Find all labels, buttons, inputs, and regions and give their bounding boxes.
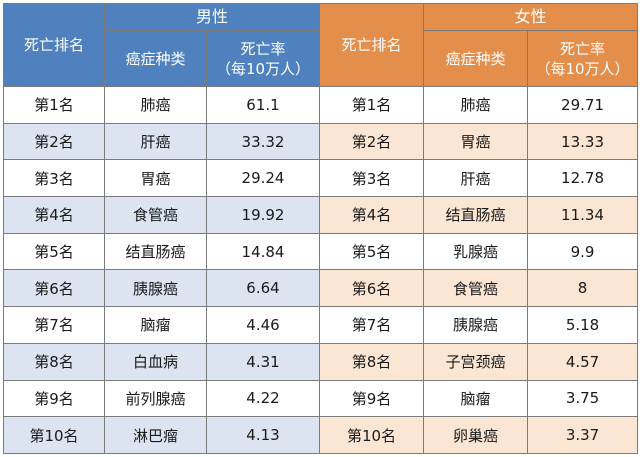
female-group-header: 女性 (423, 3, 639, 31)
female-rate-cell: 29.71 (527, 86, 639, 124)
female-rank-cell: 第8名 (319, 342, 425, 381)
male-rate-cell: 14.84 (205, 232, 321, 271)
male-type-cell: 结直肠癌 (104, 232, 207, 271)
male-rate-cell: 33.32 (205, 122, 321, 161)
male-rank-header: 死亡排名 (3, 3, 105, 87)
female-rate-cell: 5.18 (527, 306, 639, 344)
female-rate-cell: 3.75 (527, 379, 639, 418)
rate-header-line2: （每10万人） (215, 59, 311, 78)
male-rate-cell: 61.1 (205, 86, 321, 124)
male-type-cell: 肺癌 (104, 86, 207, 124)
male-rate-cell: 6.64 (205, 269, 321, 308)
rate-header-line2: （每10万人） (535, 59, 630, 78)
male-rank-cell: 第1名 (3, 86, 105, 124)
male-type-header: 癌症种类 (104, 30, 207, 87)
female-rank-cell: 第7名 (319, 306, 425, 344)
male-rate-header: 死亡率 （每10万人） (205, 30, 321, 87)
male-rank-cell: 第9名 (3, 379, 105, 418)
female-rank-cell: 第4名 (319, 196, 425, 234)
cancer-mortality-table: 死亡排名 男性 死亡排名 女性 癌症种类 死亡率 （每10万人） 癌症种类 死亡… (3, 3, 639, 454)
female-type-cell: 脑瘤 (423, 379, 529, 418)
female-type-cell: 肺癌 (423, 86, 529, 124)
mortality-table-container: 死亡排名 男性 死亡排名 女性 癌症种类 死亡率 （每10万人） 癌症种类 死亡… (3, 3, 639, 454)
female-type-cell: 子宫颈癌 (423, 342, 529, 381)
male-rate-cell: 4.31 (205, 342, 321, 381)
table-row: 第9名 前列腺癌 4.22 第9名 脑瘤 3.75 (3, 379, 639, 418)
female-rank-header: 死亡排名 (319, 3, 425, 87)
table-row: 第3名 胃癌 29.24 第3名 肝癌 12.78 (3, 159, 639, 198)
male-rate-cell: 29.24 (205, 159, 321, 198)
male-type-cell: 胰腺癌 (104, 269, 207, 308)
male-type-cell: 前列腺癌 (104, 379, 207, 418)
rate-header-line1: 死亡率 (560, 39, 606, 58)
female-type-cell: 乳腺癌 (423, 232, 529, 271)
female-rate-cell: 8 (527, 269, 639, 308)
male-type-cell: 脑瘤 (104, 306, 207, 344)
table-row: 第7名 脑瘤 4.46 第7名 胰腺癌 5.18 (3, 306, 639, 344)
female-rate-cell: 13.33 (527, 122, 639, 161)
male-type-cell: 肝癌 (104, 122, 207, 161)
male-rank-cell: 第6名 (3, 269, 105, 308)
table-row: 第8名 白血病 4.31 第8名 子宫颈癌 4.57 (3, 342, 639, 381)
male-rank-cell: 第10名 (3, 416, 105, 454)
male-type-cell: 白血病 (104, 342, 207, 381)
table-row: 第4名 食管癌 19.92 第4名 结直肠癌 11.34 (3, 196, 639, 234)
male-group-header: 男性 (103, 3, 321, 31)
female-rank-cell: 第3名 (319, 159, 425, 198)
male-rank-cell: 第8名 (3, 342, 105, 381)
table-row: 第5名 结直肠癌 14.84 第5名 乳腺癌 9.9 (3, 232, 639, 271)
male-rate-cell: 4.13 (205, 416, 321, 454)
table-row: 第10名 淋巴瘤 4.13 第10名 卵巢癌 3.37 (3, 416, 639, 454)
female-rate-cell: 4.57 (527, 342, 639, 381)
male-rank-cell: 第7名 (3, 306, 105, 344)
female-type-cell: 结直肠癌 (423, 196, 529, 234)
female-type-cell: 胃癌 (423, 122, 529, 161)
female-rate-header: 死亡率 （每10万人） (527, 30, 639, 87)
female-rate-cell: 12.78 (527, 159, 639, 198)
female-rank-cell: 第5名 (319, 232, 425, 271)
female-rank-cell: 第9名 (319, 379, 425, 418)
female-type-cell: 食管癌 (423, 269, 529, 308)
male-rank-cell: 第3名 (3, 159, 105, 198)
female-type-cell: 肝癌 (423, 159, 529, 198)
female-type-cell: 卵巢癌 (423, 416, 529, 454)
female-rate-cell: 9.9 (527, 232, 639, 271)
male-type-cell: 胃癌 (104, 159, 207, 198)
male-rate-cell: 4.22 (205, 379, 321, 418)
female-type-cell: 胰腺癌 (423, 306, 529, 344)
female-rank-cell: 第2名 (319, 122, 425, 161)
male-rank-cell: 第4名 (3, 196, 105, 234)
table-row: 第6名 胰腺癌 6.64 第6名 食管癌 8 (3, 269, 639, 308)
female-type-header: 癌症种类 (423, 30, 529, 87)
male-rank-cell: 第5名 (3, 232, 105, 271)
female-rank-cell: 第10名 (319, 416, 425, 454)
male-type-cell: 食管癌 (104, 196, 207, 234)
male-rate-cell: 4.46 (205, 306, 321, 344)
table-row: 第2名 肝癌 33.32 第2名 胃癌 13.33 (3, 122, 639, 161)
male-type-cell: 淋巴瘤 (104, 416, 207, 454)
female-rate-cell: 3.37 (527, 416, 639, 454)
female-rank-cell: 第1名 (319, 86, 425, 124)
female-rate-cell: 11.34 (527, 196, 639, 234)
male-rate-cell: 19.92 (205, 196, 321, 234)
rate-header-line1: 死亡率 (240, 39, 286, 58)
female-rank-cell: 第6名 (319, 269, 425, 308)
male-rank-cell: 第2名 (3, 122, 105, 161)
table-row: 第1名 肺癌 61.1 第1名 肺癌 29.71 (3, 86, 639, 124)
